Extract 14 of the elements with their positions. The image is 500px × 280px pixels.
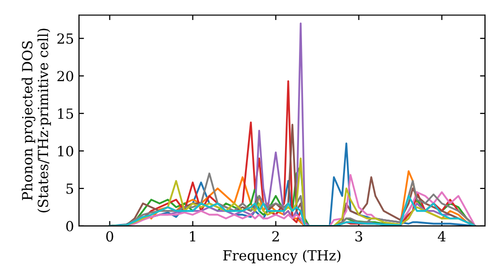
y-tick-label: 20 — [57, 70, 74, 82]
x-tick-label: 1 — [190, 231, 196, 242]
y-tick-label: 15 — [58, 108, 74, 119]
y-axis-title: Phonon projected DOS (States/THz·primitive cell) — [22, 28, 51, 212]
x-tick-label: 4 — [438, 231, 446, 242]
y-tick-label: 10 — [58, 146, 74, 156]
x-tick-label: 0 — [106, 231, 114, 242]
y-tick-label: 25 — [57, 33, 74, 44]
x-tick-label: 2 — [272, 231, 279, 242]
y-tick-label: 0 — [66, 220, 74, 232]
x-axis-title: Frequency (THz) — [223, 250, 340, 264]
line-series — [108, 195, 476, 226]
y-tick-label: 5 — [66, 184, 74, 194]
x-tick-label: 3 — [355, 231, 362, 242]
